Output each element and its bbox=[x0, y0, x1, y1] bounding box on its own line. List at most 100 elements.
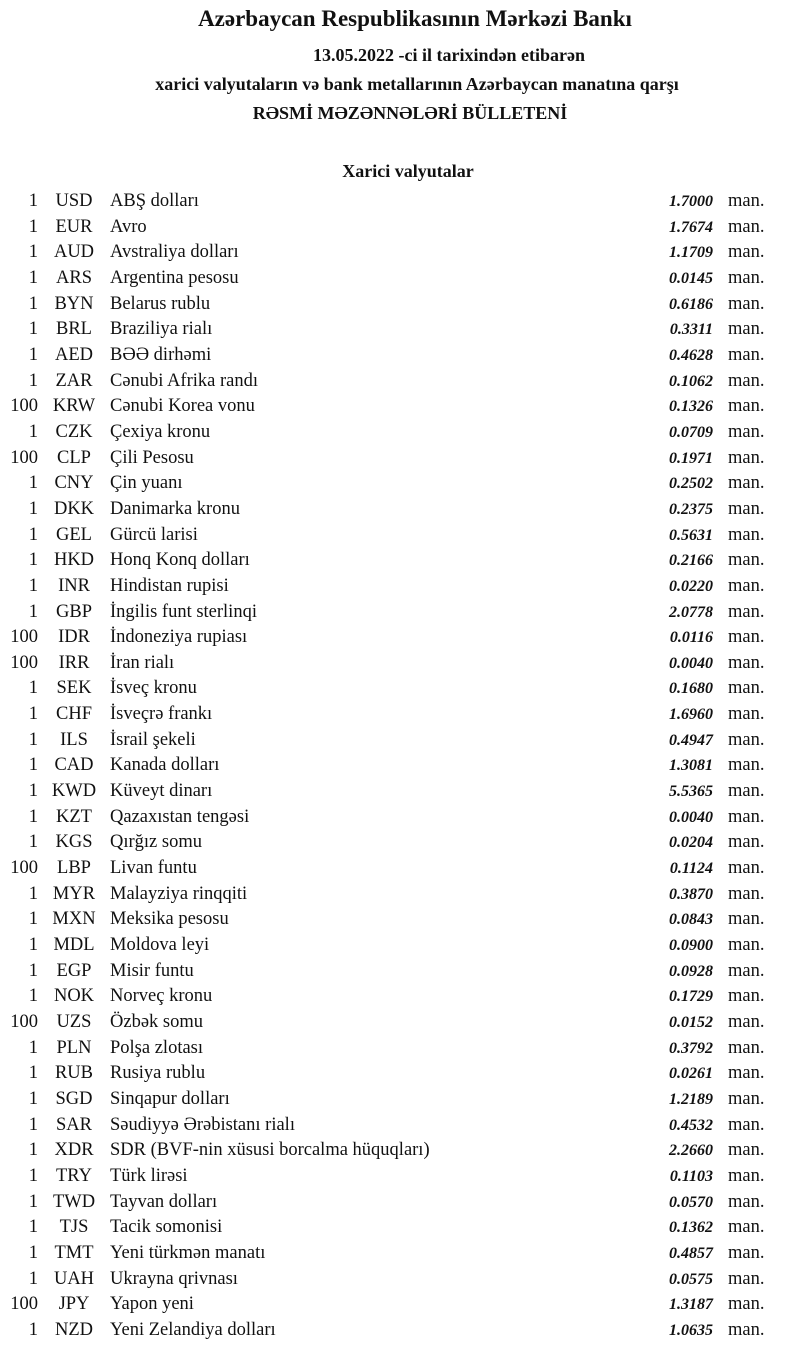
quantity: 1 bbox=[28, 370, 38, 391]
unit-label: man. bbox=[728, 293, 765, 314]
currency-code: UAH bbox=[53, 1268, 95, 1289]
rate-row: 1 CAD Kanada dolları 1.3081 man. bbox=[0, 753, 800, 779]
rate-row: 1 DKK Danimarka kronu 0.2375 man. bbox=[0, 497, 800, 523]
unit-label: man. bbox=[728, 1063, 765, 1084]
rate-row: 1 KZT Qazaxıstan tengəsi 0.0040 man. bbox=[0, 805, 800, 831]
rate-value: 1.7000 bbox=[669, 193, 713, 210]
rate-value: 0.6186 bbox=[669, 295, 713, 313]
unit-label: man. bbox=[728, 1140, 765, 1161]
currency-code: DKK bbox=[53, 498, 95, 519]
section-title: Xarici valyutalar bbox=[342, 161, 474, 181]
currency-code: NOK bbox=[53, 986, 95, 1007]
unit-label: man. bbox=[728, 729, 765, 750]
rate-row: 1 SEK İsveç kronu 0.1680 man. bbox=[0, 676, 800, 702]
currency-code: JPY bbox=[58, 1294, 90, 1315]
currency-name: Avro bbox=[110, 216, 147, 237]
unit-label: man. bbox=[728, 370, 765, 391]
rate-row: 1 MXN Meksika pesosu 0.0843 man. bbox=[0, 907, 800, 933]
currency-name: Argentina pesosu bbox=[110, 267, 239, 288]
unit-label: man. bbox=[728, 781, 765, 802]
quantity: 1 bbox=[28, 755, 38, 776]
currency-code: TMT bbox=[54, 1242, 94, 1263]
unit-label: man. bbox=[728, 1319, 765, 1340]
currency-name: SDR (BVF-nin xüsusi borcalma hüquqları) bbox=[110, 1140, 430, 1161]
quantity: 1 bbox=[28, 1140, 38, 1161]
rate-row: 1 CNY Çin yuanı 0.2502 man. bbox=[0, 471, 800, 497]
rate-row: 100 UZS Özbək somu 0.0152 man. bbox=[0, 1010, 800, 1036]
unit-label: man. bbox=[728, 473, 765, 494]
currency-code: CLP bbox=[57, 447, 91, 468]
unit-label: man. bbox=[728, 1191, 765, 1212]
currency-code: SAR bbox=[56, 1114, 92, 1135]
currency-name: Polşa zlotası bbox=[110, 1037, 204, 1058]
currency-name: İsveç kronu bbox=[110, 678, 197, 699]
quantity: 1 bbox=[28, 678, 38, 699]
rate-value: 0.1062 bbox=[669, 372, 713, 390]
currency-code: UZS bbox=[56, 1012, 92, 1032]
currency-code: AUD bbox=[53, 242, 95, 263]
rate-value: 5.5365 bbox=[669, 783, 713, 801]
rate-row: 1 MDL Moldova leyi 0.0900 man. bbox=[0, 933, 800, 959]
quantity: 1 bbox=[28, 498, 38, 519]
currency-name: Çexiya kronu bbox=[110, 421, 211, 442]
quantity: 1 bbox=[28, 293, 38, 314]
document-subtitle: xarici valyutaların və bank metallarının… bbox=[155, 74, 679, 94]
rate-value: 0.1103 bbox=[669, 1167, 713, 1185]
currency-code: TRY bbox=[56, 1165, 92, 1186]
unit-label: man. bbox=[728, 678, 765, 699]
rate-row: 100 JPY Yapon yeni 1.3187 man. bbox=[0, 1292, 800, 1318]
currency-code: KRW bbox=[52, 396, 96, 417]
rate-value: 1.3187 bbox=[669, 1296, 713, 1314]
currency-code: KWD bbox=[51, 781, 97, 802]
currency-name: Yapon yeni bbox=[110, 1294, 194, 1315]
rate-value: 0.0261 bbox=[669, 1065, 713, 1083]
quantity: 100 bbox=[10, 396, 38, 417]
rate-row: 1 EUR Avro 1.7674 man. bbox=[0, 215, 800, 241]
quantity: 1 bbox=[28, 1217, 38, 1238]
currency-name: Cənubi Afrika randı bbox=[110, 370, 258, 391]
rate-value: 1.3081 bbox=[669, 757, 713, 775]
quantity: 1 bbox=[28, 806, 38, 827]
rate-value: 0.0843 bbox=[669, 911, 713, 929]
currency-name: Qazaxıstan tengəsi bbox=[110, 806, 250, 827]
rate-row: 1 AED BƏƏ dirhəmi 0.4628 man. bbox=[0, 343, 800, 369]
rate-row: 1 GEL Gürcü larisi 0.5631 man. bbox=[0, 523, 800, 549]
unit-label: man. bbox=[728, 601, 765, 622]
quantity: 1 bbox=[28, 550, 38, 571]
rate-row: 1 MYR Malayziya rinqqiti 0.3870 man. bbox=[0, 882, 800, 908]
rate-row: 1 KGS Qırğız somu 0.0204 man. bbox=[0, 830, 800, 856]
currency-code: IRR bbox=[58, 652, 90, 673]
rate-value: 0.0116 bbox=[669, 629, 713, 647]
rate-value: 0.0204 bbox=[669, 834, 713, 852]
currency-code: EUR bbox=[55, 216, 93, 237]
currency-name: Çili Pesosu bbox=[110, 447, 194, 468]
rate-row: 1 BRL Braziliya rialı 0.3311 man. bbox=[0, 317, 800, 343]
quantity: 100 bbox=[10, 652, 38, 673]
quantity: 1 bbox=[28, 524, 38, 545]
currency-name: Ukrayna qrivnası bbox=[110, 1268, 238, 1289]
quantity: 1 bbox=[28, 191, 38, 211]
rate-value: 1.7674 bbox=[669, 218, 713, 236]
rate-value: 0.1362 bbox=[669, 1219, 713, 1237]
currency-name: Türk lirəsi bbox=[110, 1165, 188, 1186]
rate-row: 1 AUD Avstraliya dolları 1.1709 man. bbox=[0, 240, 800, 266]
unit-label: man. bbox=[728, 267, 765, 288]
unit-label: man. bbox=[728, 1268, 765, 1289]
bulletin-title: RƏSMİ MƏZƏNNƏLƏRİ BÜLLETENİ bbox=[252, 103, 568, 123]
rate-row: 1 ARS Argentina pesosu 0.0145 man. bbox=[0, 266, 800, 292]
unit-label: man. bbox=[728, 1294, 765, 1315]
rate-row: 1 TMT Yeni türkmən manatı 0.4857 man. bbox=[0, 1241, 800, 1267]
rate-row: 1 USD ABŞ dolları 1.7000 man. bbox=[0, 189, 800, 215]
unit-label: man. bbox=[728, 550, 765, 571]
currency-code: CNY bbox=[54, 473, 94, 494]
currency-name: İsrail şekeli bbox=[110, 729, 196, 750]
currency-name: ABŞ dolları bbox=[110, 191, 199, 211]
unit-label: man. bbox=[728, 960, 765, 981]
quantity: 1 bbox=[28, 575, 38, 596]
document-title: Azərbaycan Respublikasının Mərkəzi Bankı bbox=[198, 6, 632, 31]
currency-name: Kanada dolları bbox=[110, 755, 220, 776]
unit-label: man. bbox=[728, 832, 765, 853]
quantity: 1 bbox=[28, 729, 38, 750]
rate-value: 0.0575 bbox=[669, 1270, 713, 1288]
currency-name: BƏƏ dirhəmi bbox=[110, 344, 212, 365]
